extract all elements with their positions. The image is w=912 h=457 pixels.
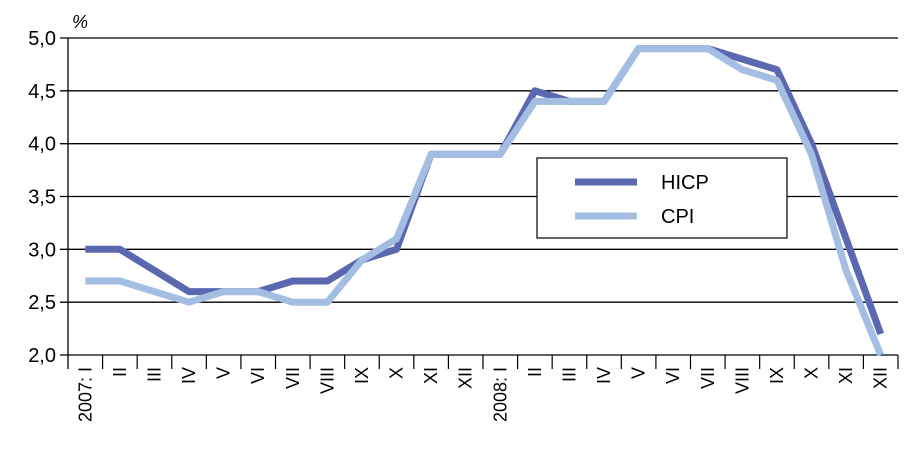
y-tick-label: 3,5	[28, 187, 56, 209]
legend-label-hicp: HICP	[661, 172, 709, 194]
y-tick-label: 4,5	[28, 81, 56, 103]
x-tick-label: II	[525, 367, 545, 377]
y-tick-label: 3,0	[28, 239, 56, 261]
x-tick-label: 2007: I	[75, 367, 95, 422]
y-tick-label: 5,0	[28, 28, 56, 50]
legend-label-cpi: CPI	[661, 206, 694, 228]
x-tick-label: VI	[248, 367, 268, 384]
x-tick-label: V	[214, 367, 234, 379]
x-tick-label: II	[110, 367, 130, 377]
x-tick-label: X	[387, 367, 407, 379]
x-tick-label: XI	[421, 367, 441, 384]
y-axis-unit-label: %	[72, 12, 88, 32]
x-tick-label: XII	[456, 367, 476, 389]
x-tick-label: IX	[767, 367, 787, 384]
x-tick-label: IX	[352, 367, 372, 384]
x-tick-label: III	[559, 367, 579, 382]
x-tick-label: IV	[594, 367, 614, 384]
x-tick-label: X	[802, 367, 822, 379]
x-tick-label: XI	[836, 367, 856, 384]
x-tick-label: V	[629, 367, 649, 379]
x-tick-label: IV	[179, 367, 199, 384]
y-tick-label: 2,5	[28, 292, 56, 314]
y-axis-ticks: 2,0 2,5 3,0 3,5 4,0 4,5 5,0	[28, 28, 56, 367]
x-tick-label: VIII	[317, 367, 337, 394]
x-tick-label: VII	[698, 367, 718, 389]
x-tick-label: 2008: I	[490, 367, 510, 422]
legend-box	[536, 157, 788, 239]
legend: HICP CPI	[536, 157, 788, 239]
series-lines	[85, 45, 884, 357]
x-tick-label: III	[144, 367, 164, 382]
x-tick-label: XII	[871, 367, 891, 389]
x-tick-label: VIII	[732, 367, 752, 394]
x-tick-label: VI	[663, 367, 683, 384]
y-tick-label: 4,0	[28, 134, 56, 156]
y-tick-label: 2,0	[28, 345, 56, 367]
series-line-cpi	[85, 45, 884, 357]
x-tick-label: VII	[283, 367, 303, 389]
